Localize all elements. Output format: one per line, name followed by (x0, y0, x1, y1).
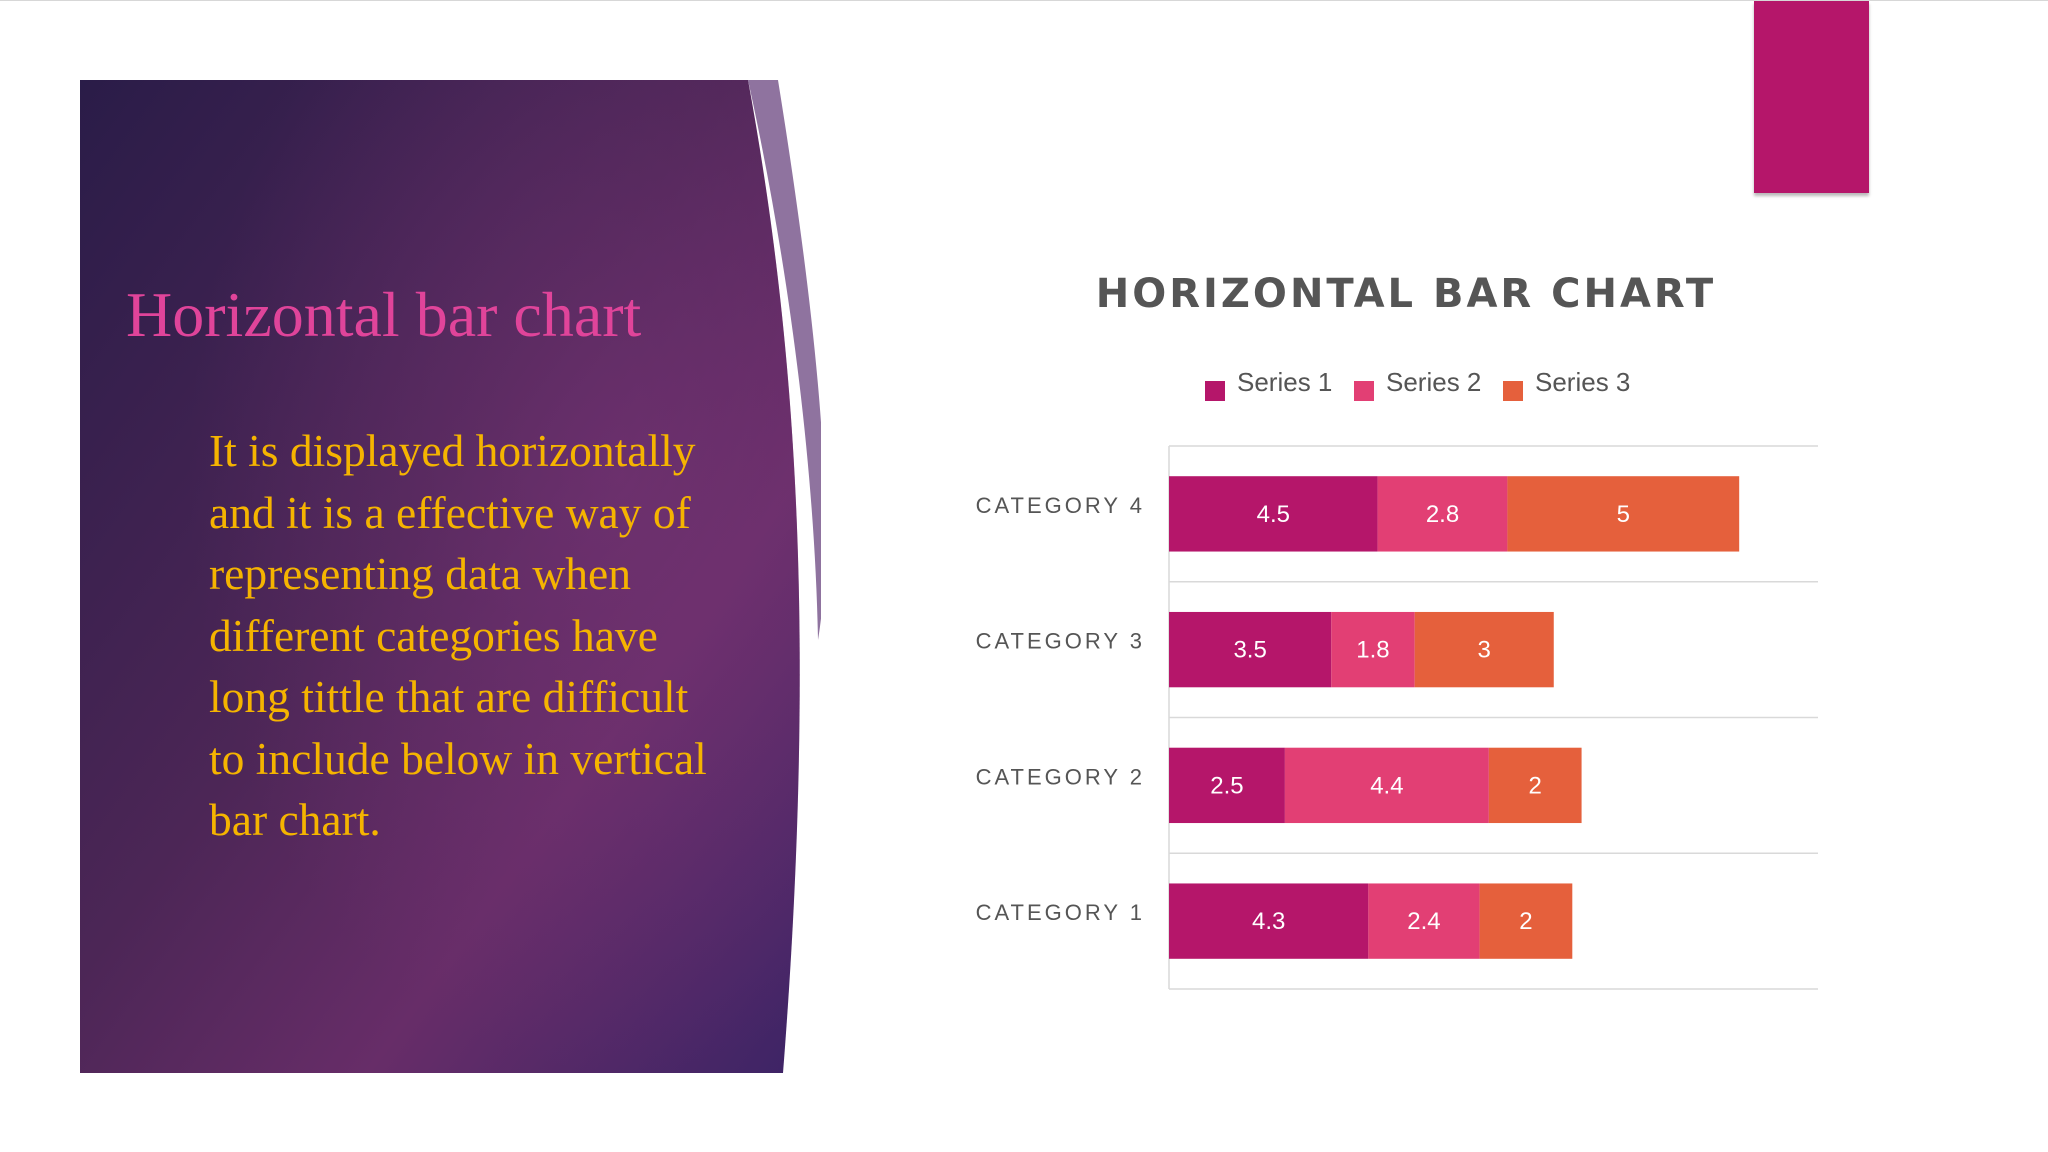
legend-label-series-3: Series 3 (1535, 367, 1630, 397)
bar-category-4-series-2 (1377, 476, 1508, 552)
bar-category-4-series-1 (1169, 476, 1378, 552)
bar-category-2-series-3 (1488, 747, 1582, 824)
bar-category-2-series-2 (1284, 747, 1489, 824)
bar-category-2-series-1 (1169, 747, 1285, 824)
bar-category-1-series-3 (1479, 883, 1573, 959)
data-label-category-2-series-3: 2 (1529, 772, 1542, 799)
data-label-category-2-series-1: 2.5 (1210, 772, 1243, 799)
legend-swatch-series-1 (1205, 381, 1225, 401)
bar-category-3-series-3 (1414, 611, 1554, 688)
chart-bars: 4.3 2.4 2 2.5 4.4 2 3.5 1.8 3 4.5 2.8 5 (1169, 476, 1740, 959)
bar-category-4-series-3 (1507, 476, 1740, 552)
category-label-4: CATEGORY 4 (976, 493, 1145, 518)
bar-category-1-series-2 (1368, 883, 1480, 959)
category-label-3: CATEGORY 3 (976, 629, 1145, 654)
accent-tab (1754, 1, 1869, 193)
bar-category-3-series-1 (1169, 611, 1332, 688)
chart-title: HORIZONTAL BAR CHART (1096, 271, 1716, 317)
legend-label-series-1: Series 1 (1237, 367, 1332, 397)
category-label-1: CATEGORY 1 (976, 900, 1145, 925)
legend-label-series-2: Series 2 (1386, 367, 1481, 397)
slide-body-text: It is displayed horizontally and it is a… (209, 425, 707, 845)
category-label-2: CATEGORY 2 (976, 764, 1145, 789)
chart-legend: Series 1 Series 2 Series 3 (1205, 367, 1630, 401)
data-label-category-2-series-2: 4.4 (1370, 772, 1403, 799)
data-label-category-3-series-1: 3.5 (1233, 637, 1266, 664)
legend-swatch-series-2 (1354, 381, 1374, 401)
title-panel: Horizontal bar chart It is displayed hor… (80, 80, 821, 1073)
slide-title: Horizontal bar chart (126, 279, 642, 350)
bar-category-3-series-2 (1331, 611, 1415, 688)
legend-swatch-series-3 (1503, 381, 1523, 401)
panel-background (80, 80, 821, 1073)
data-label-category-1-series-3: 2 (1519, 908, 1532, 935)
data-label-category-1-series-1: 4.3 (1252, 908, 1285, 935)
data-label-category-4-series-1: 4.5 (1257, 501, 1290, 528)
data-label-category-3-series-2: 1.8 (1356, 637, 1389, 664)
data-label-category-4-series-2: 2.8 (1426, 501, 1459, 528)
bar-category-1-series-1 (1169, 883, 1369, 959)
data-label-category-1-series-2: 2.4 (1407, 908, 1440, 935)
chart-category-axis: CATEGORY 1 CATEGORY 2 CATEGORY 3 CATEGORY 4 (976, 493, 1145, 925)
data-label-category-4-series-3: 5 (1617, 501, 1630, 528)
chart-area: HORIZONTAL BAR CHART Series 1 Series 2 Ser… (960, 251, 1840, 1011)
data-label-category-3-series-3: 3 (1478, 637, 1491, 664)
bar-chart: HORIZONTAL BAR CHART Series 1 Series 2 Ser… (976, 271, 1818, 990)
